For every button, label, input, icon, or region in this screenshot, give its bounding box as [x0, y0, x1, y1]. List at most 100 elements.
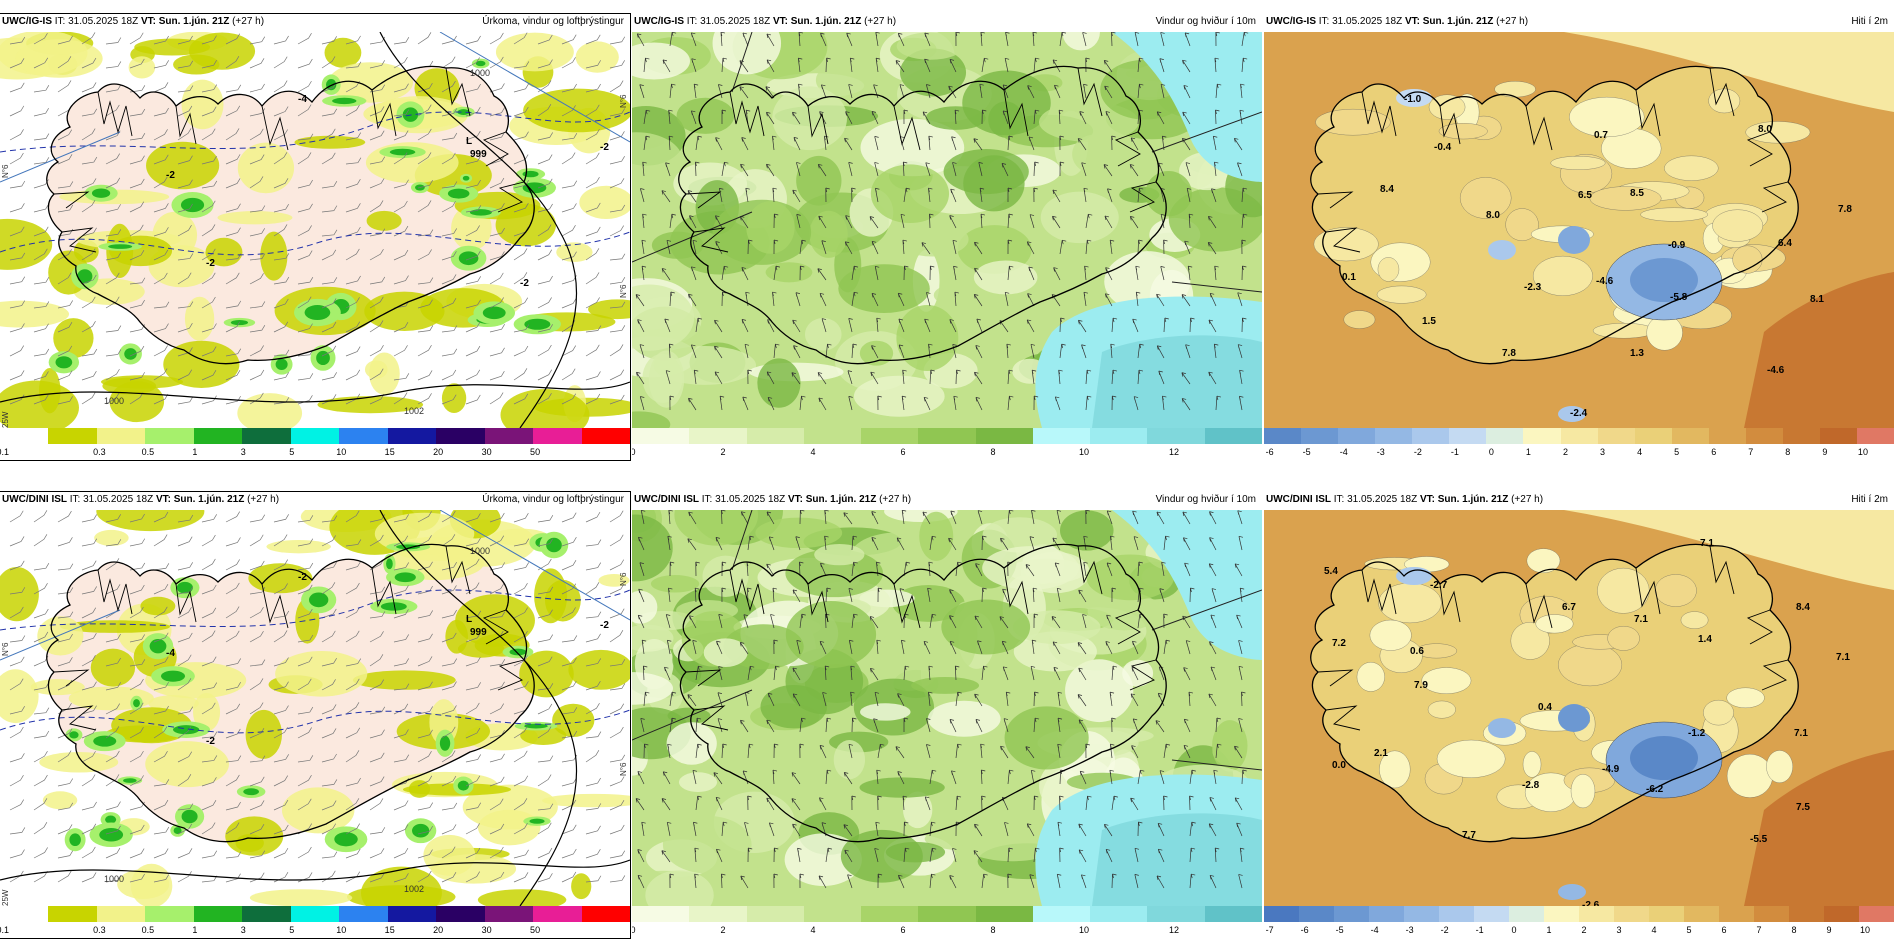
wind-barb	[129, 58, 145, 69]
wind-arrow	[1078, 589, 1087, 603]
color-scale-tick-label: 1	[1546, 925, 1552, 935]
wind-barb	[297, 276, 314, 285]
wind-barb	[225, 272, 240, 285]
wind-arrow	[718, 614, 723, 629]
wind-arrow	[1052, 189, 1061, 203]
wind-barb	[393, 658, 410, 667]
wind-arrow	[637, 874, 645, 889]
wind-arrow	[694, 873, 699, 889]
color-scale-tick-label: 5	[1686, 925, 1692, 935]
wind-barb	[321, 779, 338, 787]
wind-arrow	[874, 136, 879, 151]
wind-barb	[441, 846, 456, 859]
wind-barb	[201, 799, 217, 811]
precip-area	[94, 529, 129, 547]
wind-speed-area	[676, 97, 735, 134]
wind-arrow	[1156, 875, 1165, 889]
coastline-fjord	[371, 567, 397, 615]
wind-arrow	[821, 84, 827, 99]
wind-arrow	[873, 84, 879, 99]
wind-arrow	[1236, 822, 1243, 837]
precip-area	[106, 223, 134, 279]
wind-arrow	[954, 109, 960, 125]
wind-barb	[369, 345, 384, 357]
precip-area	[328, 62, 414, 103]
wind-barb	[513, 202, 529, 213]
wind-barb	[417, 656, 433, 667]
map-panel-r1c3: UWC/IG-IS IT: 31.05.2025 18Z VT: Sun. 1.…	[1264, 14, 1894, 460]
color-scale-swatch	[242, 906, 291, 922]
map-value-label: -4.9	[1602, 764, 1620, 775]
color-scale-tick-label: 3	[240, 925, 246, 935]
wind-arrow	[974, 241, 983, 255]
wind-arrow	[1211, 588, 1217, 603]
wind-arrow	[903, 847, 910, 863]
coastline-fjord	[1439, 583, 1461, 623]
wind-barb	[225, 84, 242, 93]
wind-arrow	[716, 640, 723, 655]
wind-arrow	[797, 57, 803, 73]
wind-arrow	[1137, 239, 1143, 255]
wind-arrow	[1031, 510, 1036, 525]
wind-barb	[225, 559, 240, 571]
wind-arrow	[1241, 213, 1248, 229]
wind-arrow	[668, 135, 674, 151]
wind-arrow	[688, 293, 697, 307]
wind-speed-area	[838, 264, 930, 313]
precip-area	[352, 670, 456, 690]
wind-arrow	[1053, 267, 1061, 281]
wind-arrow	[1085, 395, 1092, 411]
wind-barb	[81, 82, 97, 93]
wind-barb	[33, 57, 49, 69]
wind-arrow	[1135, 291, 1141, 307]
valid-time-label: VT:	[1419, 494, 1435, 505]
wind-arrow	[796, 162, 801, 177]
wind-barb	[393, 514, 409, 523]
wind-barb	[345, 248, 360, 261]
wind-barb	[273, 824, 289, 835]
wind-barb	[249, 630, 264, 643]
wind-arrow	[662, 59, 671, 73]
color-scale-tick-label: 10	[1078, 925, 1090, 935]
wind-barb	[465, 179, 481, 189]
wind-barb	[393, 754, 410, 763]
wind-barb	[585, 849, 601, 859]
wind-barb	[561, 152, 576, 165]
wind-arrow	[1030, 343, 1036, 359]
wind-barb	[201, 106, 217, 117]
wind-arrow	[954, 665, 960, 681]
wind-arrow	[925, 84, 931, 99]
wind-barb	[177, 632, 193, 643]
wind-arrow	[1233, 137, 1243, 151]
wind-barb	[249, 702, 264, 715]
wind-arrow	[1207, 242, 1217, 255]
wind-barb	[201, 346, 217, 357]
wind-barb	[393, 873, 409, 883]
temperature-isoline	[0, 231, 630, 256]
wind-arrow	[799, 613, 806, 629]
precip-area	[237, 142, 295, 194]
wind-arrow	[1189, 587, 1195, 603]
wind-barb	[513, 345, 529, 357]
wind-barb	[321, 152, 336, 165]
coastline-fjord	[1129, 659, 1157, 691]
map-value-label: 1000	[104, 396, 124, 406]
wind-barb	[153, 60, 169, 69]
temp-area	[1535, 614, 1574, 634]
precip-core	[439, 735, 451, 751]
wind-arrow	[977, 640, 983, 655]
valid-time-label: VT:	[772, 16, 788, 27]
coastline-fjord	[1635, 89, 1661, 137]
wind-arrow	[955, 369, 961, 385]
wind-arrow	[747, 369, 752, 385]
color-scale-swatch	[581, 906, 630, 922]
wind-speed-area	[796, 155, 842, 206]
map-panel-r2c3: UWC/DINI ISL IT: 31.05.2025 18Z VT: Sun.…	[1264, 492, 1894, 938]
map-value-label: 6.7	[1562, 602, 1576, 613]
wind-barb	[609, 800, 625, 811]
wind-barb	[393, 36, 410, 45]
color-scale-swatch	[1782, 428, 1820, 444]
wind-arrow	[1110, 343, 1115, 359]
map-value-label: 8.4	[1796, 602, 1810, 613]
